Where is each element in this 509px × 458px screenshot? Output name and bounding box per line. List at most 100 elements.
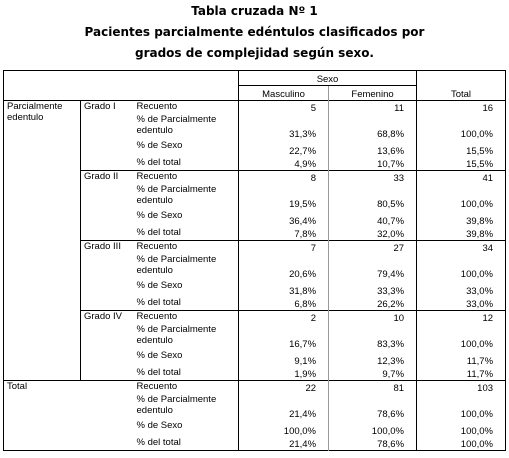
table-row: Parcialmente edentulo Grado I Recuento 5 11 1… xyxy=(3,100,506,381)
group-label: Grado III xyxy=(80,240,134,311)
row-label: Recuento xyxy=(133,170,239,184)
table-row: Total Recuento 22 81 103 xyxy=(3,380,506,451)
row-label: % del total xyxy=(136,366,181,378)
cell-value: 9,1% xyxy=(238,349,329,367)
cell-value: 78,6% xyxy=(328,436,417,451)
row-label: % del total xyxy=(136,226,181,238)
row-label: % de Sexo xyxy=(136,139,183,151)
row-label: Recuento xyxy=(133,380,239,394)
column-header: Masculino xyxy=(238,85,329,101)
cell-value: 100,0% xyxy=(416,419,506,437)
cell-value: 19,5% xyxy=(238,183,329,210)
row-label: % de Parcialmente edentulo xyxy=(136,393,217,416)
cell-value: 31,3% xyxy=(238,113,329,140)
cell-value: 13,6% xyxy=(328,139,417,157)
table-row: % del total 1,9% 9,7% 11,7% xyxy=(4,366,506,381)
cell-value: 100,0% xyxy=(416,113,506,140)
cell-value: 15,5% xyxy=(416,139,506,157)
cell-value: 22,7% xyxy=(238,139,329,157)
cell-value: 22 xyxy=(238,380,329,394)
column-header: Femenino xyxy=(328,85,417,101)
cell-value: 9,7% xyxy=(328,366,417,381)
cell-value: 12 xyxy=(416,310,506,324)
cell-value: 26,2% xyxy=(328,296,417,311)
row-label: % del total xyxy=(136,296,181,308)
cell-value: 33,0% xyxy=(416,279,506,297)
cell-value: 1,9% xyxy=(238,366,329,381)
row-label: Recuento xyxy=(133,100,239,114)
row-label: Recuento xyxy=(133,240,239,254)
cell-value: 20,6% xyxy=(238,253,329,280)
row-label: % de Parcialmente edentulo xyxy=(136,183,217,206)
cell-value: 6,8% xyxy=(238,296,329,311)
group-label: Grado I xyxy=(80,100,134,171)
cell-value: 2 xyxy=(238,310,329,324)
cell-value: 11 xyxy=(328,100,417,114)
column-header: Total xyxy=(416,70,506,101)
cell-value: 100,0% xyxy=(416,253,506,280)
table-row: % del total 7,8% 32,0% 39,8% xyxy=(4,226,506,241)
cell-value: 83,3% xyxy=(328,323,417,350)
row-label: % de Sexo xyxy=(136,419,183,431)
cell-value: 39,8% xyxy=(416,209,506,227)
cell-value: 100,0% xyxy=(416,393,506,420)
cell-value: 15,5% xyxy=(416,156,506,171)
section-label: Parcialmente edentulo xyxy=(3,100,81,381)
cell-value: 7 xyxy=(238,240,329,254)
cell-value: 100,0% xyxy=(416,183,506,210)
table-row: % de Parcialmente edentulo 31,3% 68,8% 100,… xyxy=(4,113,506,140)
cell-value: 21,4% xyxy=(238,436,329,451)
cell-value: 16,7% xyxy=(238,323,329,350)
cell-value: 41 xyxy=(416,170,506,184)
cell-value: 10,7% xyxy=(328,156,417,171)
cell-value: 11,7% xyxy=(416,349,506,367)
cell-value: 11,7% xyxy=(416,366,506,381)
group-label: Grado IV xyxy=(80,310,134,381)
row-label: % de Sexo xyxy=(136,349,183,361)
table-row: Grado II Recuento 8 33 41 xyxy=(4,170,506,241)
cell-value: 4,9% xyxy=(238,156,329,171)
cell-value: 80,5% xyxy=(328,183,417,210)
cell-value: 40,7% xyxy=(328,209,417,227)
table-row: % de Parcialmente edentulo 20,6% 79,4% 100,… xyxy=(4,253,506,280)
table-row: % de Sexo 31,8% 33,3% 33,0% xyxy=(4,279,506,297)
group-label: Grado II xyxy=(80,170,134,241)
cell-value: 33,3% xyxy=(328,279,417,297)
cell-value: 39,8% xyxy=(416,226,506,241)
section-label: Total xyxy=(3,380,134,451)
table-row: Grado IV Recuento 2 10 12 xyxy=(4,310,506,381)
cell-value: 78,6% xyxy=(328,393,417,420)
cell-value: 68,8% xyxy=(328,113,417,140)
cell-value: 10 xyxy=(328,310,417,324)
table-row: % de Parcialmente edentulo 16,7% 83,3% 100,… xyxy=(4,323,506,350)
row-label: Recuento xyxy=(133,310,239,324)
cell-value: 81 xyxy=(328,380,417,394)
cell-value: 100,0% xyxy=(328,419,417,437)
table-row: % de Sexo 36,4% 40,7% 39,8% xyxy=(4,209,506,227)
title-line: grados de complejidad según sexo. xyxy=(134,46,374,60)
table-row: % del total 6,8% 26,2% 33,0% xyxy=(4,296,506,311)
table-row: % de Sexo 9,1% 12,3% 11,7% xyxy=(4,349,506,367)
corner-cell xyxy=(4,71,239,101)
cell-value: 7,8% xyxy=(238,226,329,241)
cell-value: 12,3% xyxy=(328,349,417,367)
cell-value: 79,4% xyxy=(328,253,417,280)
crosstab: Sexo Total Masculino Femenino Parcialmen… xyxy=(3,70,507,451)
cell-value: 100,0% xyxy=(416,323,506,350)
table-row: % del total 21,4% 78,6% 100,0% xyxy=(4,436,506,451)
table-row: % de Sexo 22,7% 13,6% 15,5% xyxy=(4,139,506,157)
table-row: % de Sexo 100,0% 100,0% 100,0% xyxy=(4,419,506,437)
cell-value: 33 xyxy=(328,170,417,184)
cell-value: 27 xyxy=(328,240,417,254)
row-label: % de Sexo xyxy=(136,209,183,221)
table-row: % del total 4,9% 10,7% 15,5% xyxy=(4,156,506,171)
cell-value: 32,0% xyxy=(328,226,417,241)
row-label: % de Parcialmente edentulo xyxy=(136,253,217,276)
table-row: % de Parcialmente edentulo 21,4% 78,6% 100,… xyxy=(4,393,506,420)
table-row: Grado III Recuento 7 27 34 xyxy=(4,240,506,311)
cell-value: 8 xyxy=(238,170,329,184)
table-row: % de Parcialmente edentulo 19,5% 80,5% 100,… xyxy=(4,183,506,210)
row-label: % de Parcialmente edentulo xyxy=(136,113,217,136)
cell-value: 21,4% xyxy=(238,393,329,420)
cell-value: 34 xyxy=(416,240,506,254)
